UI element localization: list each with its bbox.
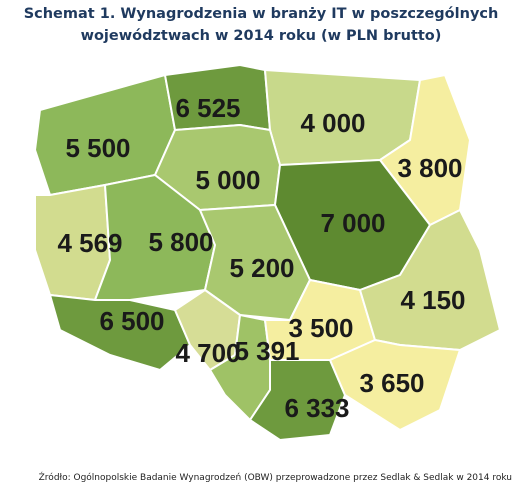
source-note: Źródło: Ogólnopolskie Badanie Wynagrodze… — [39, 471, 512, 483]
region-value: 5 200 — [229, 253, 294, 283]
region-values: 6 525 4 000 5 500 3 800 5 000 7 000 4 56… — [57, 93, 465, 423]
region-value: 5 000 — [195, 165, 260, 195]
region-podkarpackie — [329, 339, 461, 431]
region-value: 4 569 — [57, 228, 122, 258]
region-lodzkie — [199, 204, 311, 321]
region-value: 6 333 — [284, 393, 349, 423]
region-value: 3 500 — [288, 313, 353, 343]
region-value: 6 525 — [175, 93, 240, 123]
region-value: 3 800 — [397, 153, 462, 183]
region-value: 6 500 — [99, 306, 164, 336]
map — [34, 64, 501, 441]
region-value: 4 150 — [400, 285, 465, 315]
title-line: Schemat 1. Wynagrodzenia w branży IT w p… — [24, 6, 499, 22]
region-value: 5 391 — [234, 336, 299, 366]
region-value: 4 700 — [175, 338, 240, 368]
region-value: 5 500 — [65, 133, 130, 163]
region-value: 4 000 — [300, 108, 365, 138]
region-value: 3 650 — [359, 368, 424, 398]
title-line: województwach w 2014 roku (w PLN brutto) — [81, 28, 442, 44]
region-value: 5 800 — [148, 227, 213, 257]
region-value: 7 000 — [320, 208, 385, 238]
